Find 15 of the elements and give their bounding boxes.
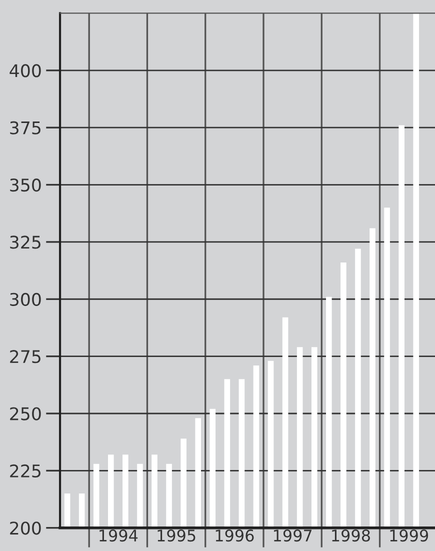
x-tick-label: 1997 [274, 530, 312, 542]
y-tick-label: 200 [10, 522, 41, 535]
x-tick-label: 1996 [216, 530, 254, 542]
x-tick-label: 1998 [332, 530, 370, 542]
y-tick-label: 350 [10, 178, 41, 192]
y-tick-label: 225 [10, 464, 40, 478]
y-tick-label: 250 [10, 407, 41, 420]
y-tick-label: 300 [10, 292, 41, 306]
x-tick-label: 1999 [390, 530, 428, 542]
y-tick-label: 375 [10, 121, 40, 134]
y-tick-label: 400 [10, 64, 41, 78]
y-tick-label: 275 [10, 350, 40, 364]
x-tick-label: 1995 [158, 530, 196, 542]
y-tick-label: 325 [10, 236, 40, 249]
x-tick-label: 1994 [100, 530, 138, 542]
